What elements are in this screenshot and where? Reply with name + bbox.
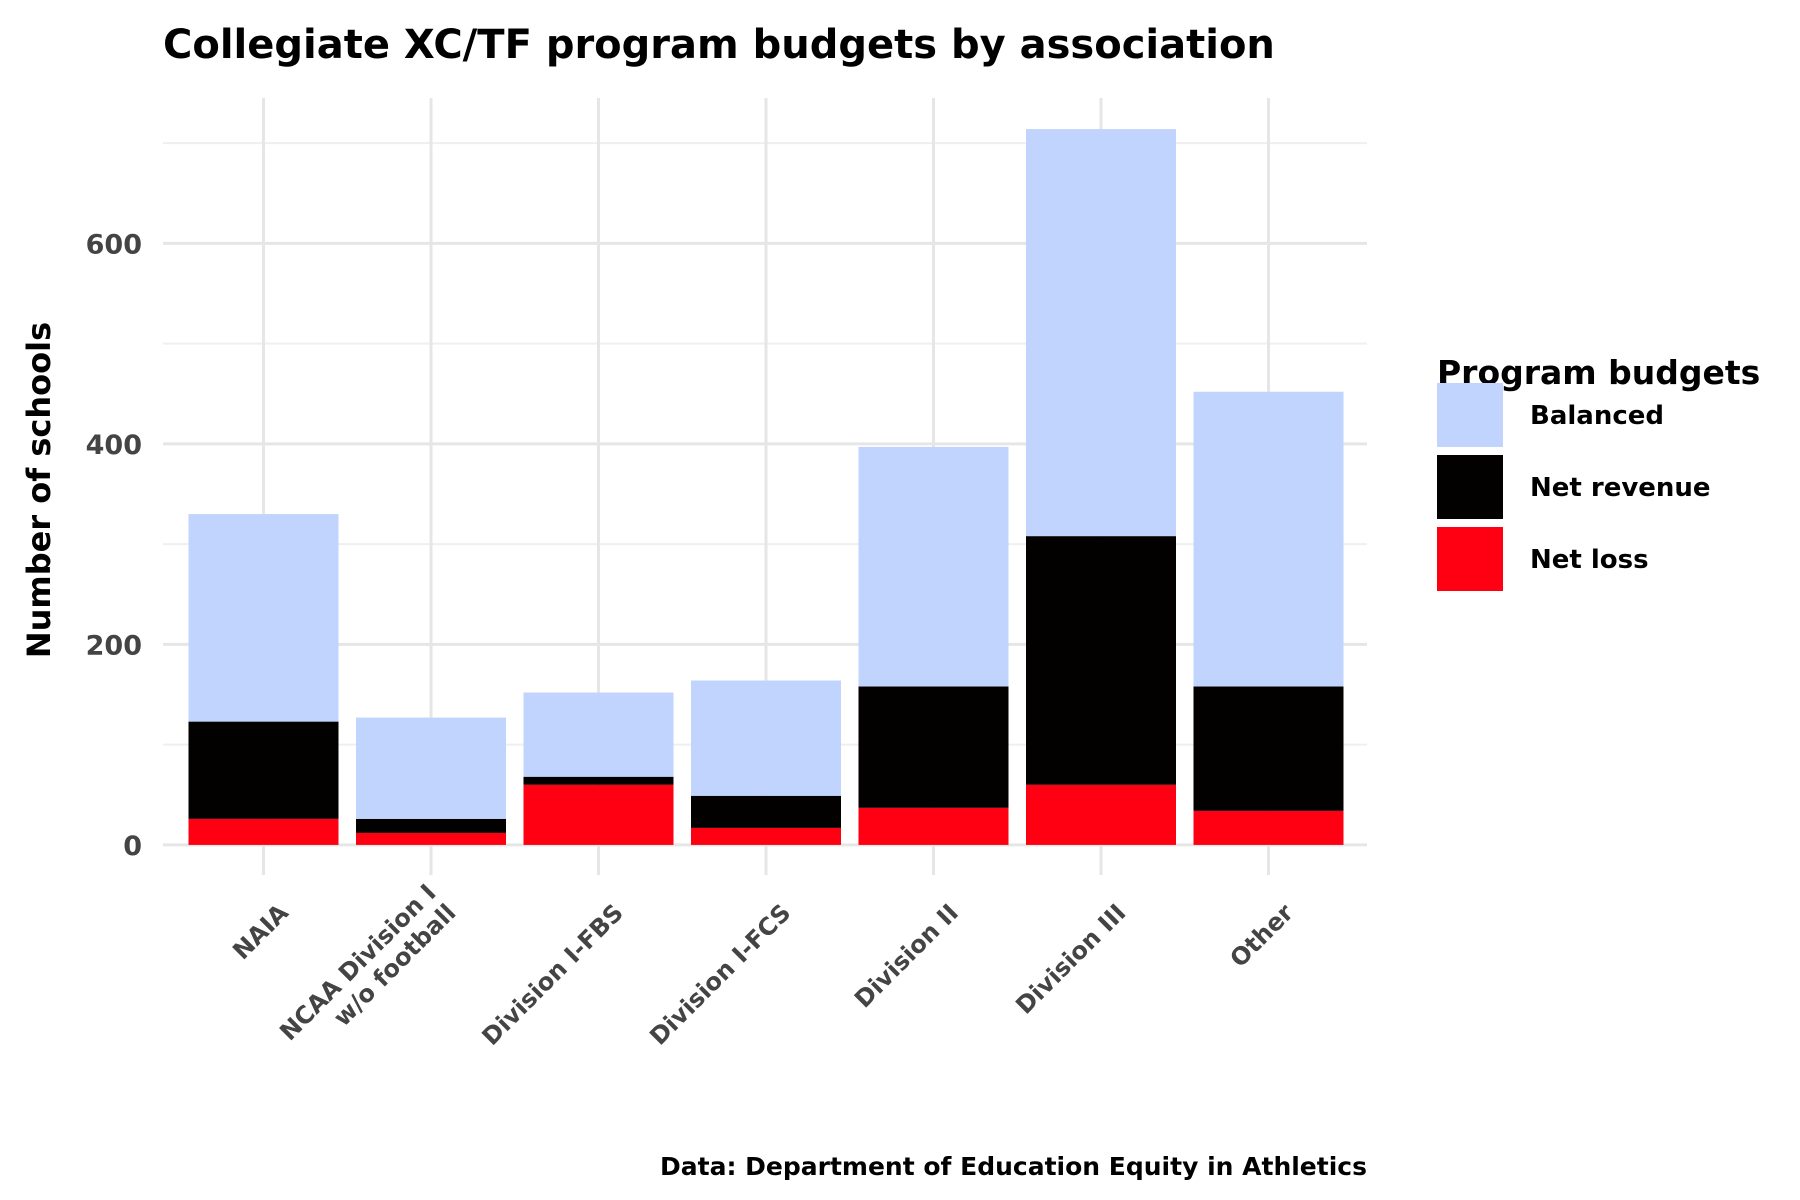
bar-net-loss (858, 807, 1009, 845)
bar-balanced (356, 717, 506, 819)
bars (188, 129, 1344, 845)
y-axis-label: Number of schools (20, 322, 58, 658)
bar-balanced (858, 446, 1009, 687)
y-axis-ticks: 0 200 400 600 (86, 229, 142, 862)
bar-balanced (523, 692, 674, 777)
bar-net-revenue (1026, 536, 1176, 785)
legend-label: Net loss (1530, 545, 1649, 575)
y-tick-label: 400 (86, 430, 142, 461)
bar-net-loss (691, 827, 841, 845)
bar-net-loss (188, 818, 339, 845)
bar-net-loss (523, 784, 674, 845)
x-tick-label: Division II (849, 899, 964, 1014)
legend-key-net-loss (1437, 527, 1503, 591)
y-tick-label: 0 (123, 831, 142, 862)
bar-net-loss (1026, 784, 1176, 845)
bar-net-loss (356, 832, 506, 845)
bar-net-revenue (691, 795, 841, 828)
bar-balanced (188, 514, 339, 722)
legend-key-net-revenue (1437, 455, 1503, 519)
x-tick-label: Division III (1010, 899, 1131, 1020)
caption: Data: Department of Education Equity in … (660, 1152, 1367, 1181)
legend-label: Net revenue (1530, 473, 1711, 503)
bar-net-revenue (858, 686, 1009, 808)
bar-balanced (1026, 129, 1176, 537)
bar-net-revenue (523, 776, 674, 785)
y-tick-label: 200 (86, 630, 142, 661)
x-tick-label: Division I-FCS (644, 899, 796, 1051)
bar-net-revenue (188, 721, 339, 819)
x-tick-label: NAIA (227, 898, 294, 965)
x-tick-label: NCAA Division Iw/o football (274, 879, 461, 1066)
x-tick-label: Division I-FBS (477, 899, 629, 1051)
bar-net-revenue (1193, 686, 1344, 811)
bar-net-revenue (356, 818, 506, 833)
x-tick-label: Other (1225, 898, 1299, 972)
bar-balanced (1193, 391, 1344, 687)
bar-balanced (691, 680, 841, 796)
legend-label: Balanced (1530, 401, 1664, 431)
bar-net-loss (1193, 810, 1344, 845)
chart-title: Collegiate XC/TF program budgets by asso… (163, 22, 1275, 68)
legend-key-balanced (1437, 383, 1503, 447)
y-tick-label: 600 (86, 229, 142, 260)
